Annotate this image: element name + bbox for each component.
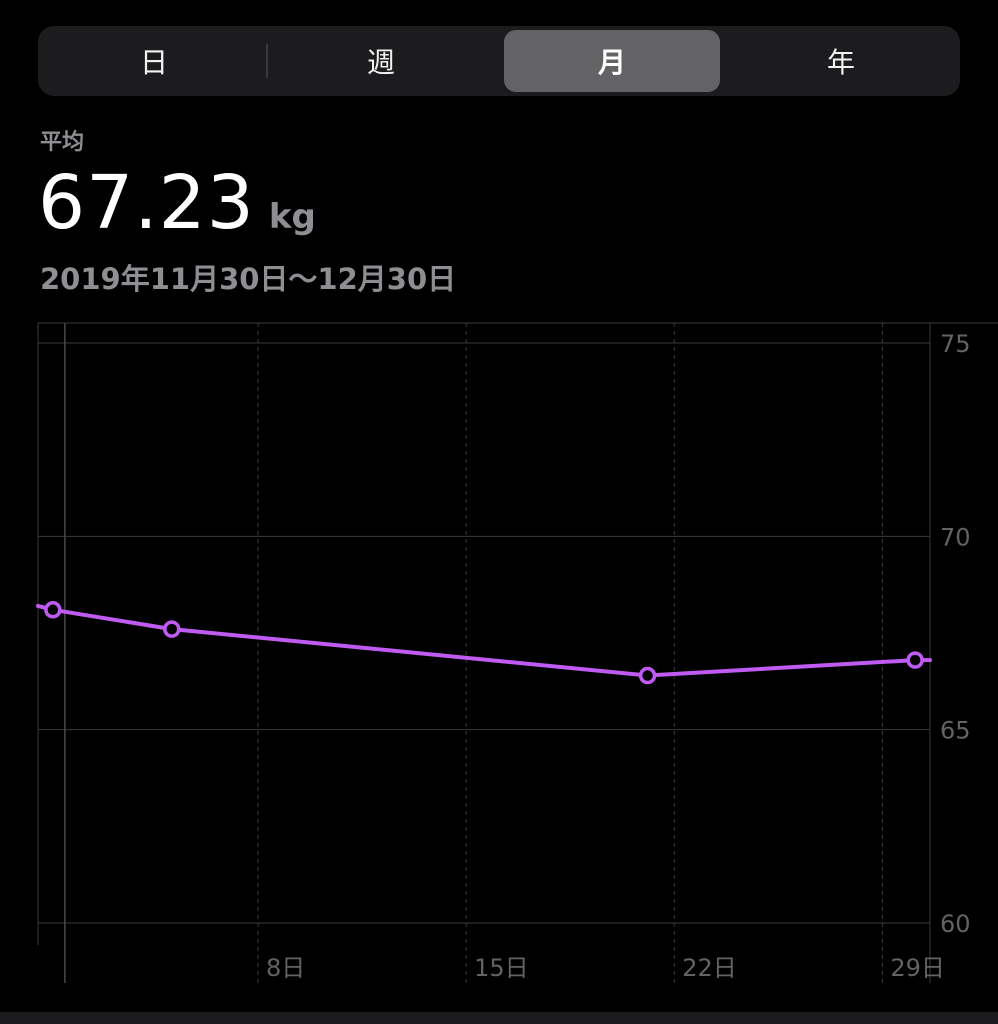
y-tick-label-75: 75 [940, 330, 971, 358]
segment-year[interactable]: 年 [826, 46, 855, 79]
series-line-0 [36, 603, 932, 678]
period-segmented-control: 日 週 月 年 [38, 26, 960, 96]
segment-divider [266, 44, 268, 78]
weight-line-chart[interactable]: 60 65 70 75 8日 15日 22日 29日 [0, 300, 998, 1000]
x-tick-label-8: 8日 [266, 954, 305, 982]
data-point-day-1 [44, 601, 62, 619]
y-tick-label-65: 65 [940, 717, 971, 745]
average-unit: kg [268, 197, 316, 237]
date-range: 2019年11月30日〜12月30日 [40, 262, 457, 296]
x-tick-label-29: 29日 [890, 954, 945, 982]
chart-canvas: 60 65 70 75 8日 15日 22日 29日 [36, 322, 998, 983]
segment-month[interactable]: 月 [504, 30, 720, 92]
y-tick-label-70: 70 [940, 523, 971, 551]
y-tick-label-60: 60 [940, 910, 971, 938]
average-value: 67.23 kg [38, 160, 316, 250]
data-point-day-21 [638, 666, 657, 685]
segment-day[interactable]: 日 [139, 46, 168, 79]
average-label: 平均 [40, 130, 85, 155]
data-point-day-30 [906, 651, 924, 669]
segment-week[interactable]: 週 [366, 46, 395, 79]
data-point-day-5 [163, 620, 181, 638]
average-number: 67.23 [38, 160, 255, 246]
x-tick-label-15: 15日 [474, 954, 529, 982]
x-tick-label-22: 22日 [682, 954, 737, 982]
bottom-bar [0, 1012, 998, 1024]
